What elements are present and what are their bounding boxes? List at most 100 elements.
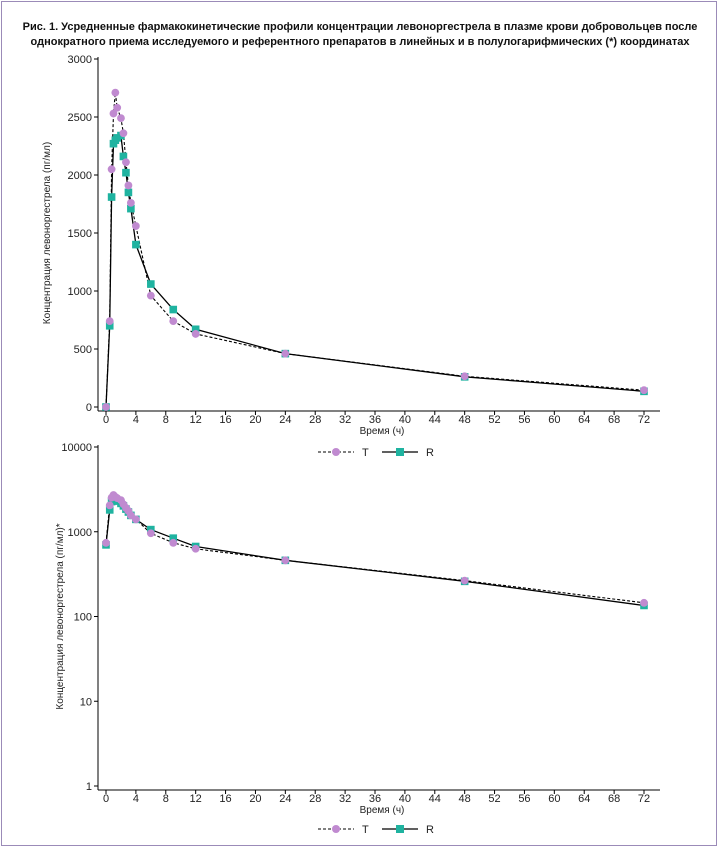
y-tick-label: 3000	[68, 54, 92, 66]
legend-R-label: R	[426, 447, 434, 459]
series-T-line	[105, 494, 645, 604]
x-tick-label: 68	[608, 414, 620, 426]
series-T-point	[102, 403, 110, 411]
series-T-point	[191, 330, 200, 338]
x-tick-label: 40	[399, 414, 411, 426]
x-tick-label: 44	[429, 793, 441, 805]
series-T-point	[460, 372, 469, 381]
series-R-point	[169, 305, 178, 314]
x-axis-label: Время (ч)	[360, 426, 405, 437]
series-R-line	[105, 499, 645, 607]
series-T-point	[107, 165, 116, 174]
series-T-line	[105, 92, 645, 408]
figure-title: Рис. 1. Усредненные фармакокинетические …	[22, 21, 698, 48]
series-T-point	[124, 181, 133, 190]
series-T-point	[640, 386, 648, 395]
series-T-point	[119, 129, 128, 138]
x-tick-label: 64	[578, 414, 590, 426]
legend-R-label: R	[426, 824, 434, 836]
y-tick-label: 1000	[68, 286, 92, 298]
series-R-point	[122, 168, 130, 177]
series-R-point	[132, 240, 140, 249]
x-tick-label: 72	[638, 793, 650, 805]
series-T-point	[113, 103, 122, 112]
series-T-point	[169, 317, 178, 326]
series-R-point	[105, 506, 114, 514]
series-T-point	[111, 88, 120, 97]
x-tick-label: 36	[369, 793, 381, 805]
legend-R-marker	[396, 825, 404, 833]
x-tick-label: 36	[369, 414, 381, 426]
y-tick-label: 2000	[68, 170, 92, 182]
series-T-point	[146, 529, 155, 538]
x-tick-label: 16	[219, 414, 231, 426]
legend-T-label: T	[362, 824, 369, 836]
series-R-point	[147, 280, 155, 288]
x-tick-label: 64	[578, 793, 590, 805]
y-tick-label: 1	[86, 781, 92, 793]
series-T-point	[126, 198, 135, 207]
series-T-point	[117, 114, 125, 123]
series-R-point	[107, 193, 116, 201]
legend-R-marker	[396, 448, 404, 456]
x-tick-label: 0	[103, 414, 109, 426]
x-tick-label: 8	[163, 414, 169, 426]
x-tick-label: 8	[163, 793, 169, 805]
y-tick-label: 100	[74, 612, 92, 624]
legend-T-label: T	[362, 447, 369, 459]
x-tick-label: 68	[608, 793, 620, 805]
series-T-point	[281, 349, 290, 358]
x-tick-label: 60	[548, 793, 560, 805]
y-tick-label: 10000	[61, 442, 92, 454]
x-tick-label: 52	[488, 414, 500, 426]
x-tick-label: 56	[518, 793, 530, 805]
series-T-point	[105, 317, 114, 326]
x-tick-label: 52	[488, 793, 500, 805]
x-tick-label: 32	[339, 793, 351, 805]
y-tick-label: 0	[86, 402, 92, 414]
series-T-point	[460, 576, 469, 585]
x-tick-label: 72	[638, 414, 650, 426]
x-tick-label: 40	[399, 793, 411, 805]
y-tick-label: 500	[74, 344, 92, 356]
series-T-point	[169, 538, 178, 547]
series-T-point	[131, 222, 140, 230]
series-T-point	[191, 544, 200, 553]
x-tick-label: 20	[249, 793, 261, 805]
y-axis-label: Концентрация левоноргестрела (пг/мл)*	[55, 523, 66, 709]
series-T-point	[146, 291, 155, 300]
y-tick-label: 1000	[68, 527, 92, 539]
series-R-point	[119, 152, 128, 161]
x-tick-label: 48	[459, 414, 471, 426]
x-tick-label: 24	[279, 793, 291, 805]
x-tick-label: 44	[429, 414, 441, 426]
legend-T-marker	[332, 825, 340, 833]
series-T-point	[105, 501, 114, 510]
y-tick-label: 10	[80, 696, 92, 708]
y-tick-label: 1500	[68, 228, 92, 240]
x-tick-label: 0	[103, 793, 109, 805]
x-tick-label: 28	[309, 793, 321, 805]
x-tick-label: 48	[459, 793, 471, 805]
series-T-point	[640, 598, 648, 607]
x-tick-label: 20	[249, 414, 261, 426]
x-tick-label: 4	[133, 414, 139, 426]
x-tick-label: 60	[548, 414, 560, 426]
x-tick-label: 12	[190, 414, 202, 426]
x-axis-label: Время (ч)	[360, 805, 405, 816]
series-T-point	[109, 109, 118, 118]
x-tick-label: 16	[219, 793, 231, 805]
legend-T-marker	[332, 448, 340, 456]
y-tick-label: 2500	[68, 112, 92, 124]
series-R-point	[169, 534, 178, 542]
y-axis-label: Концентрация левоноргестрела (пг/мл)	[42, 142, 53, 324]
series-R-line	[105, 134, 645, 408]
x-tick-label: 56	[518, 414, 530, 426]
series-R-point	[105, 322, 114, 330]
series-T-point	[131, 515, 140, 524]
